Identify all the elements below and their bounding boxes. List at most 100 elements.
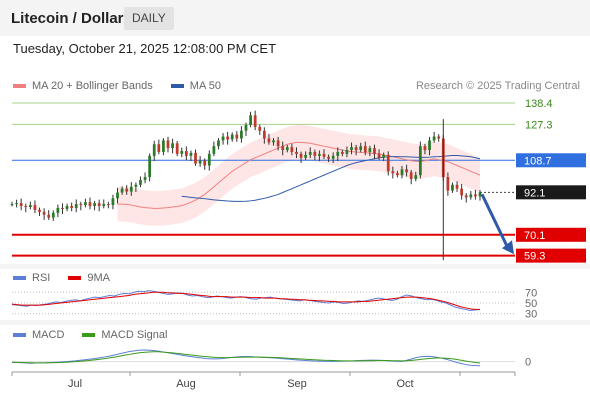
candle <box>304 154 308 158</box>
chart-header: Litecoin / Dollar DAILY <box>0 0 590 36</box>
candle <box>203 160 207 166</box>
candle <box>24 206 28 208</box>
level-label-138.4: 138.4 <box>525 98 553 110</box>
forecast-arrow <box>480 193 510 249</box>
candle <box>295 151 298 154</box>
forecast-arrow-head <box>502 240 514 255</box>
legend-ma20: MA 20 + Bollinger Bands <box>13 80 153 92</box>
candle <box>244 124 248 131</box>
candle <box>61 207 64 209</box>
candle <box>175 143 179 154</box>
candle <box>359 146 363 151</box>
legend-ma50: MA 50 <box>170 80 221 92</box>
candle <box>249 115 252 125</box>
rsi-ma-line <box>11 291 480 310</box>
candle <box>93 203 96 207</box>
candle <box>308 151 312 155</box>
candle <box>258 126 262 131</box>
candle <box>65 206 69 209</box>
candle <box>79 204 83 206</box>
candle <box>414 175 418 179</box>
candle <box>70 206 74 208</box>
candle <box>350 147 353 151</box>
candle <box>184 151 188 156</box>
time-axis: Jul Aug Sep Oct <box>11 371 516 390</box>
candle <box>84 202 87 206</box>
candle <box>221 136 225 141</box>
candle <box>253 115 257 127</box>
candle <box>331 155 335 159</box>
candle <box>230 134 234 140</box>
rsi-tick-label: 30 <box>525 309 537 321</box>
candle <box>373 148 376 154</box>
candle <box>285 147 289 151</box>
candle <box>42 211 46 215</box>
macd-panel: 0 <box>11 349 531 369</box>
candle <box>74 204 78 208</box>
bollinger-band <box>117 124 480 226</box>
candle <box>451 184 454 191</box>
candle <box>38 209 41 212</box>
candle <box>217 140 220 147</box>
candle <box>428 140 431 151</box>
legend-rsi-ma: 9MA <box>68 272 110 284</box>
rsi-legend: RSI 9MA <box>13 272 128 284</box>
candle <box>134 184 138 187</box>
candle <box>148 155 152 178</box>
candle <box>313 151 317 156</box>
rsi-tick-label: 70 <box>525 287 537 299</box>
legend-rsi-ma-label: 9MA <box>87 272 110 284</box>
level-tag-59.3 <box>516 248 586 263</box>
candle <box>318 153 321 156</box>
candle <box>19 203 23 207</box>
legend-ma50-label: MA 50 <box>189 80 221 92</box>
candle <box>162 140 165 152</box>
candle <box>368 148 372 152</box>
candle <box>166 140 170 149</box>
candle <box>345 150 349 154</box>
candle <box>129 186 133 192</box>
candle <box>194 152 197 164</box>
legend-rsi-ma-swatch <box>68 276 82 280</box>
legend-ma20-label: MA 20 + Bollinger Bands <box>32 80 153 92</box>
macd-tick-label: 0 <box>525 357 531 369</box>
legend-macd-signal-label: MACD Signal <box>101 329 168 341</box>
candle <box>474 194 477 197</box>
candle <box>116 192 119 199</box>
candle <box>460 188 464 196</box>
legend-rsi-swatch <box>13 276 26 280</box>
candle <box>432 136 436 141</box>
candle <box>299 153 303 158</box>
panel-separator <box>0 264 590 269</box>
macd-signal-line <box>11 351 481 364</box>
candle <box>235 134 239 139</box>
candle <box>382 154 386 158</box>
price-panel: 138.4 127.3 108.7 92.1 70.1 59.3 <box>0 98 590 325</box>
level-label-70.1: 70.1 <box>524 230 545 242</box>
legend-macd-signal-swatch <box>82 333 96 337</box>
candle <box>446 177 450 191</box>
candle <box>120 188 124 193</box>
candle <box>322 153 326 157</box>
candle <box>102 204 106 207</box>
candle <box>354 147 358 151</box>
level-label-92.1: 92.1 <box>524 187 545 199</box>
candle <box>469 194 473 198</box>
candle <box>152 144 156 156</box>
ma50-line <box>181 154 481 202</box>
candle <box>386 154 390 172</box>
candle <box>189 152 193 156</box>
period-button[interactable]: DAILY <box>124 7 174 30</box>
candle <box>363 146 367 152</box>
candle <box>340 151 344 154</box>
datetime-label: Tuesday, October 21, 2025 12:08:00 PM CE… <box>13 41 277 56</box>
candle <box>405 169 408 173</box>
level-tag-70.1 <box>516 227 586 242</box>
level-label-127.3: 127.3 <box>525 119 553 131</box>
candle <box>106 204 110 206</box>
candle <box>391 171 395 174</box>
candle <box>409 172 413 179</box>
price-legend: MA 20 + Bollinger Bands MA 50 <box>13 80 239 92</box>
